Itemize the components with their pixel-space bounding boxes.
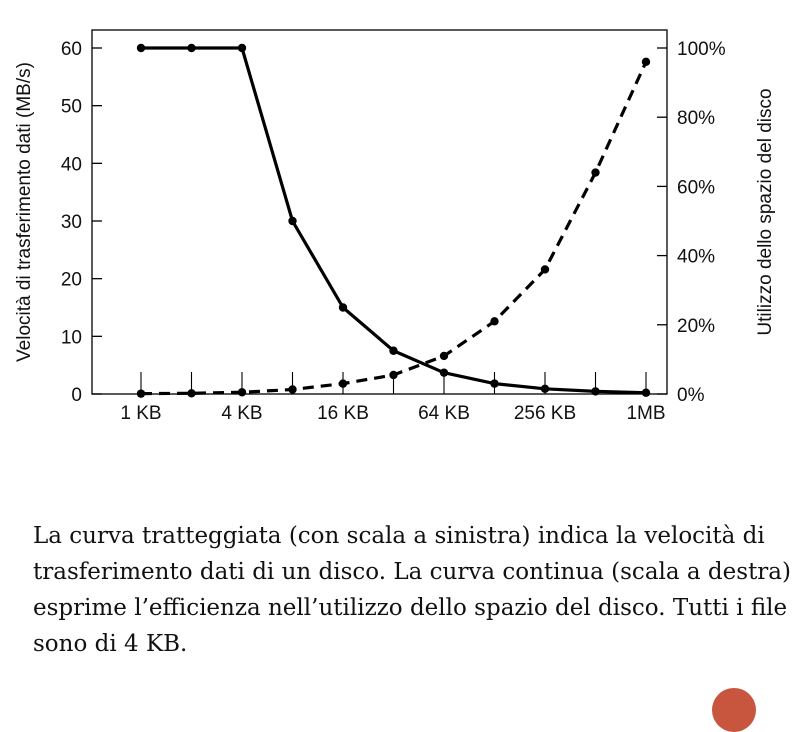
solid-series-point bbox=[490, 379, 499, 388]
dashed-series-point bbox=[136, 389, 146, 398]
right-axis-ticks: 0% 20% 40% 60% 80% 100% bbox=[657, 39, 726, 406]
chart: 0 10 20 30 40 50 60 0% 20% 40% 60% 80% 100% 1 KB 4 K… bbox=[14, 29, 776, 424]
solid-series-point bbox=[591, 387, 600, 396]
solid-series-point bbox=[540, 384, 550, 394]
series-layer bbox=[136, 43, 651, 398]
dashed-series-point bbox=[288, 385, 297, 394]
left-tick-label: 0 bbox=[71, 385, 82, 406]
left-tick-label: 20 bbox=[61, 270, 82, 291]
dashed-series-point bbox=[389, 370, 398, 380]
x-tick-label: 1 KB bbox=[120, 403, 161, 424]
solid-series-point bbox=[187, 43, 196, 53]
dashed-series-point bbox=[591, 168, 600, 177]
solid-series-point bbox=[237, 43, 247, 53]
left-tick-label: 50 bbox=[61, 97, 82, 118]
solid-series-point bbox=[641, 388, 651, 397]
x-tick-label: 4 KB bbox=[221, 403, 262, 424]
dashed-series-point bbox=[187, 389, 196, 398]
right-axis-label: Utilizzo dello spazio del disco bbox=[755, 88, 776, 335]
solid-series-point bbox=[338, 303, 348, 312]
left-tick-label: 40 bbox=[61, 154, 82, 175]
left-axis-label: Velocità di trasferimento dati (MB/s) bbox=[14, 62, 35, 362]
right-tick-label: 20% bbox=[677, 316, 715, 337]
right-tick-label: 0% bbox=[677, 385, 705, 406]
x-tick-label: 16 KB bbox=[317, 403, 369, 424]
right-tick-label: 40% bbox=[677, 247, 715, 268]
right-tick-label: 100% bbox=[677, 39, 726, 60]
left-tick-label: 30 bbox=[61, 212, 82, 233]
left-tick-label: 60 bbox=[61, 39, 82, 60]
x-tick-label: 256 KB bbox=[514, 403, 576, 424]
x-tick-label: 64 KB bbox=[418, 403, 470, 424]
x-tick-label: 1MB bbox=[626, 403, 665, 424]
dashed-series-point bbox=[490, 317, 499, 326]
corner-logo bbox=[712, 688, 756, 732]
dashed-series-point bbox=[237, 388, 247, 397]
left-tick-label: 10 bbox=[61, 327, 82, 348]
solid-series-point bbox=[288, 216, 297, 226]
right-tick-label: 60% bbox=[677, 177, 715, 198]
right-tick-label: 80% bbox=[677, 108, 715, 129]
dashed-series-point bbox=[641, 57, 651, 67]
left-axis-ticks: 0 10 20 30 40 50 60 bbox=[61, 39, 102, 406]
solid-series-point bbox=[136, 43, 146, 53]
caption: La curva tratteggiata (con scala a sinis… bbox=[33, 523, 791, 657]
dashed-series-point bbox=[439, 351, 449, 361]
solid-series-point bbox=[389, 346, 398, 355]
dashed-series-line bbox=[140, 61, 648, 396]
dashed-series-point bbox=[338, 379, 348, 388]
solid-series-point bbox=[439, 368, 449, 377]
plot-frame bbox=[91, 29, 668, 395]
dashed-series-point bbox=[540, 265, 550, 274]
x-axis-ticks: 1 KB 4 KB 16 KB 64 KB 256 KB 1MB bbox=[120, 372, 666, 424]
